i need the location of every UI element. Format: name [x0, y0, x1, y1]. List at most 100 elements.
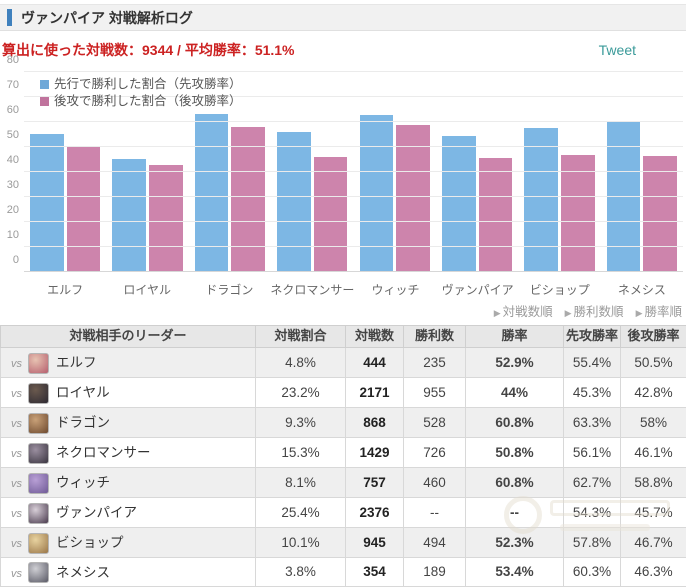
cell-battles: 2171 — [346, 377, 404, 407]
sort-link-勝利数順[interactable]: ▶勝利数順 — [565, 305, 624, 319]
cell-second: 58% — [621, 407, 686, 437]
cell-rate: 52.9% — [466, 347, 564, 377]
column-header: 後攻勝率 — [621, 326, 686, 348]
tweet-link[interactable]: Tweet — [599, 42, 636, 58]
bar-group-ヴァンパイア — [436, 72, 518, 272]
bar-second-win — [561, 155, 595, 272]
cell-wins: 528 — [404, 407, 466, 437]
bar-first-win — [360, 115, 394, 272]
cell-battles: 945 — [346, 527, 404, 557]
x-axis-label: ロイヤル — [106, 276, 188, 296]
bar-second-win — [149, 165, 183, 272]
cell-battles: 354 — [346, 557, 404, 587]
cell-first: 60.3% — [564, 557, 621, 587]
vs-label: vs — [11, 478, 22, 490]
cell-share: 8.1% — [256, 467, 346, 497]
leader-avatar — [28, 413, 49, 434]
cell-wins: -- — [404, 497, 466, 527]
bar-second-win — [231, 127, 265, 272]
sort-link-勝率順[interactable]: ▶勝率順 — [636, 305, 682, 319]
vs-label: vs — [11, 508, 22, 520]
triangle-right-icon: ▶ — [636, 308, 643, 318]
leader-avatar — [28, 383, 49, 404]
cell-share: 25.4% — [256, 497, 346, 527]
cell-first: 62.7% — [564, 467, 621, 497]
stats-summary: 算出に使った対戦数：9344 / 平均勝率：51.1% — [2, 40, 295, 60]
leader-avatar — [28, 503, 49, 524]
x-axis-label: ネクロマンサー — [270, 276, 354, 296]
cell-wins: 460 — [404, 467, 466, 497]
cell-second: 46.3% — [621, 557, 686, 587]
cell-share: 9.3% — [256, 407, 346, 437]
leader-name: エルフ — [56, 355, 97, 370]
cell-battles: 868 — [346, 407, 404, 437]
cell-battles: 444 — [346, 347, 404, 377]
cell-rate: 60.8% — [466, 467, 564, 497]
leader-avatar — [28, 473, 49, 494]
cell-battles: 757 — [346, 467, 404, 497]
y-axis-tick-label: 60 — [7, 104, 19, 116]
column-header: 勝率 — [466, 326, 564, 348]
bar-first-win — [30, 134, 64, 273]
cell-first: 45.3% — [564, 377, 621, 407]
vs-label: vs — [11, 538, 22, 550]
cell-wins: 235 — [404, 347, 466, 377]
cell-first: 56.1% — [564, 437, 621, 467]
cell-first: 54.3% — [564, 497, 621, 527]
sort-link-label: 勝利数順 — [574, 305, 624, 319]
legend-label: 先行で勝利した割合（先攻勝率） — [54, 76, 242, 93]
cell-share: 10.1% — [256, 527, 346, 557]
legend-swatch-second — [40, 97, 49, 106]
cell-second: 58.8% — [621, 467, 686, 497]
bar-first-win — [524, 128, 558, 273]
x-axis-label: ビショップ — [519, 276, 601, 296]
leader-name: ヴァンパイア — [56, 505, 137, 520]
bar-group-ウィッチ — [354, 72, 436, 272]
cell-rate: 50.8% — [466, 437, 564, 467]
cell-second: 46.7% — [621, 527, 686, 557]
bar-first-win — [277, 132, 311, 272]
cell-wins: 494 — [404, 527, 466, 557]
bar-second-win — [314, 157, 348, 272]
x-axis-label: ウィッチ — [354, 276, 436, 296]
cell-rate: 53.4% — [466, 557, 564, 587]
leader-avatar — [28, 533, 49, 554]
column-header: 対戦数 — [346, 326, 404, 348]
chart-legend: 先行で勝利した割合（先攻勝率）後攻で勝利した割合（後攻勝率） — [40, 76, 242, 110]
chart-gridline — [24, 196, 683, 197]
bar-first-win — [112, 159, 146, 272]
sort-link-label: 勝率順 — [644, 305, 682, 319]
y-axis-tick-label: 80 — [7, 54, 19, 66]
cell-share: 23.2% — [256, 377, 346, 407]
y-axis-tick-label: 0 — [13, 254, 19, 266]
x-axis-label: エルフ — [24, 276, 106, 296]
bar-group-ネクロマンサー — [271, 72, 353, 272]
chart-gridline — [24, 171, 683, 172]
leader-cell: vs ヴァンパイア — [1, 497, 256, 527]
y-axis-tick-label: 50 — [7, 129, 19, 141]
cell-wins: 189 — [404, 557, 466, 587]
bar-first-win — [442, 136, 476, 272]
sort-link-対戦数順[interactable]: ▶対戦数順 — [494, 305, 553, 319]
cell-second: 46.1% — [621, 437, 686, 467]
cell-rate: -- — [466, 497, 564, 527]
leader-name: ネメシス — [56, 565, 110, 580]
bar-group-ネメシス — [601, 72, 683, 272]
y-axis-tick-label: 30 — [7, 179, 19, 191]
cell-first: 63.3% — [564, 407, 621, 437]
bar-second-win — [67, 146, 101, 272]
page-title: ヴァンパイア 対戦解析ログ — [21, 8, 193, 28]
triangle-right-icon: ▶ — [565, 308, 572, 318]
